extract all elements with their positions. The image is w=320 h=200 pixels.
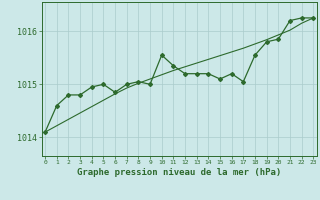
X-axis label: Graphe pression niveau de la mer (hPa): Graphe pression niveau de la mer (hPa)	[77, 168, 281, 177]
